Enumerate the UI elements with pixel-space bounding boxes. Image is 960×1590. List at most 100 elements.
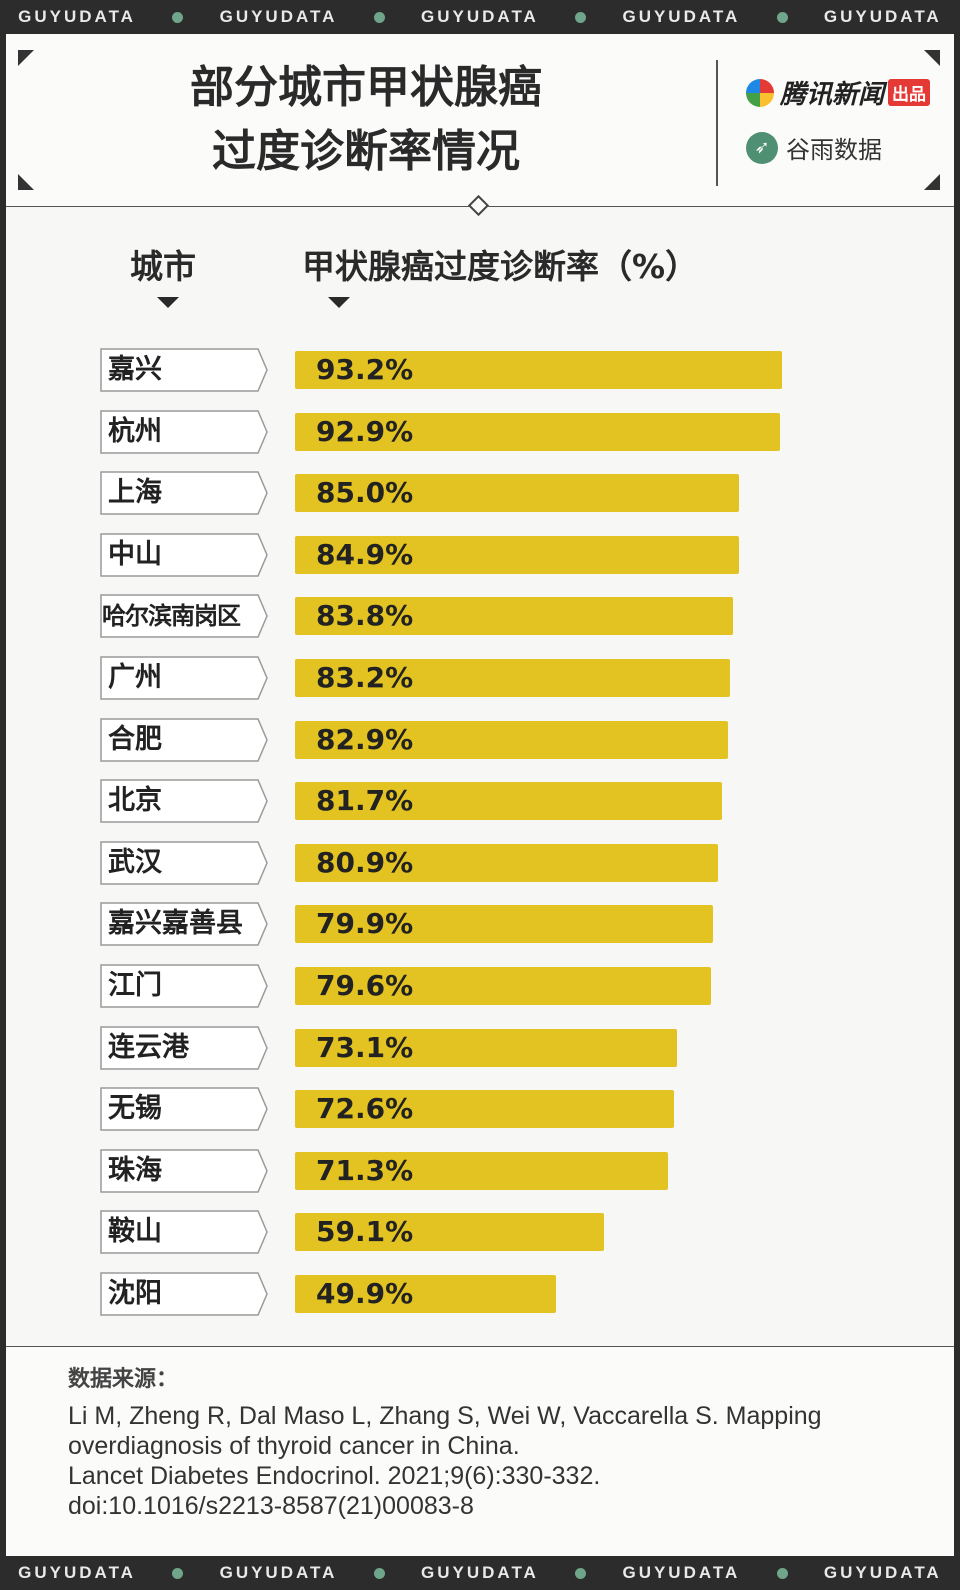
title-line-1: 部分城市甲状腺癌 <box>190 62 542 113</box>
source-line: overdiagnosis of thyroid cancer in China… <box>68 1432 520 1460</box>
top-ribbon: GUYUDATA GUYUDATA GUYUDATA GUYUDATA GUYU… <box>0 0 960 34</box>
data-label: 79.9% <box>316 907 414 940</box>
label-arrow-shape <box>100 410 268 454</box>
data-label: 59.1% <box>316 1215 414 1248</box>
source-panel: 数据来源： Li M, Zheng R, Dal Maso L, Zhang S… <box>6 1346 954 1557</box>
ribbon-word: GUYUDATA <box>421 7 539 26</box>
city-label: 嘉兴 <box>100 348 268 392</box>
bar <box>295 1090 674 1128</box>
source-text: Li M, Zheng R, Dal Maso L, Zhang S, Wei … <box>68 1401 822 1521</box>
label-arrow-shape <box>100 779 268 823</box>
label-arrow-shape <box>100 348 268 392</box>
corner-icon <box>18 50 34 66</box>
city-name: 鞍山 <box>108 1216 162 1247</box>
data-label: 93.2% <box>316 353 414 386</box>
dot-icon <box>776 11 788 23</box>
bar <box>295 1152 668 1190</box>
city-name: 合肥 <box>108 724 162 755</box>
city-name: 杭州 <box>108 416 162 447</box>
divider <box>716 60 718 186</box>
city-label: 沈阳 <box>100 1272 268 1316</box>
ribbon-word: GUYUDATA <box>18 7 136 26</box>
corner-icon <box>18 174 34 190</box>
city-label: 北京 <box>100 779 268 823</box>
city-name: 连云港 <box>108 1032 189 1063</box>
label-arrow-shape <box>100 718 268 762</box>
triangle-down-icon <box>328 297 350 308</box>
label-arrow-shape <box>100 841 268 885</box>
header: 部分城市甲状腺癌 过度诊断率情况 腾讯新闻 出品 ➶ 谷雨数据 <box>6 34 954 207</box>
city-label: 无锡 <box>100 1087 268 1131</box>
city-name: 嘉兴 <box>108 354 162 385</box>
data-label: 84.9% <box>316 538 414 571</box>
page-title: 部分城市甲状腺癌 过度诊断率情况 <box>66 56 666 184</box>
bar <box>295 659 730 697</box>
city-name: 珠海 <box>108 1155 162 1186</box>
dot-icon <box>575 11 587 23</box>
dot-icon <box>373 11 385 23</box>
bar <box>295 1213 604 1251</box>
bar <box>295 597 733 635</box>
city-label: 中山 <box>100 533 268 577</box>
frame-left <box>0 34 6 1556</box>
dot-icon <box>575 1567 587 1579</box>
tencent-news-logo: 腾讯新闻 出品 <box>746 74 931 111</box>
bar <box>295 721 728 759</box>
city-label: 杭州 <box>100 410 268 454</box>
city-label: 合肥 <box>100 718 268 762</box>
city-name: 上海 <box>108 477 162 508</box>
brand2-name: 谷雨数据 <box>786 136 882 164</box>
ribbon-word: GUYUDATA <box>622 7 741 26</box>
source-line: Li M, Zheng R, Dal Maso L, Zhang S, Wei … <box>68 1402 822 1430</box>
ribbon-word: GUYUDATA <box>622 1563 741 1582</box>
label-arrow-shape <box>100 471 268 515</box>
bottom-ribbon: GUYUDATA GUYUDATA GUYUDATA GUYUDATA GUYU… <box>0 1556 960 1590</box>
data-label: 83.2% <box>316 661 414 694</box>
bar <box>295 844 718 882</box>
bar <box>295 967 711 1005</box>
guyu-data-logo: ➶ 谷雨数据 <box>746 130 882 165</box>
city-name: 沈阳 <box>108 1278 162 1309</box>
brand1-name: 腾讯新闻 <box>780 80 885 110</box>
brand1-tag: 出品 <box>888 79 931 106</box>
corner-icon <box>924 174 940 190</box>
ribbon-word: GUYUDATA <box>219 1563 338 1582</box>
bar <box>295 1029 677 1067</box>
label-arrow-shape <box>100 964 268 1008</box>
label-arrow-shape <box>100 1210 268 1254</box>
bar <box>295 905 713 943</box>
bell-icon <box>746 78 774 107</box>
city-name: 广州 <box>108 662 162 693</box>
city-label: 鞍山 <box>100 1210 268 1254</box>
data-label: 80.9% <box>316 846 414 879</box>
city-label: 广州 <box>100 656 268 700</box>
source-title: 数据来源： <box>68 1367 179 1392</box>
city-name: 北京 <box>108 785 162 816</box>
label-arrow-shape <box>100 1272 268 1316</box>
data-label: 81.7% <box>316 784 414 817</box>
ribbon-word: GUYUDATA <box>823 7 942 26</box>
data-label: 71.3% <box>316 1154 414 1187</box>
city-name: 中山 <box>108 539 162 570</box>
bar <box>295 1275 556 1313</box>
ribbon-word: GUYUDATA <box>823 1563 942 1582</box>
bar <box>295 474 739 512</box>
bar <box>295 536 739 574</box>
data-label: 83.8% <box>316 599 414 632</box>
dot-icon <box>172 11 184 23</box>
city-label: 武汉 <box>100 841 268 885</box>
source-line: doi:10.1016/s2213-8587(21)00083-8 <box>68 1492 474 1520</box>
bar <box>295 413 780 451</box>
dot-icon <box>776 1567 788 1579</box>
data-label: 92.9% <box>316 415 414 448</box>
data-label: 49.9% <box>316 1277 414 1310</box>
label-arrow-shape <box>100 594 268 638</box>
data-label: 82.9% <box>316 723 414 756</box>
city-name: 嘉兴嘉善县 <box>108 908 243 939</box>
city-name: 江门 <box>108 970 162 1001</box>
city-name: 哈尔滨南岗区 <box>102 602 241 630</box>
city-name: 无锡 <box>108 1093 162 1124</box>
data-label: 85.0% <box>316 476 414 509</box>
corner-icon <box>924 50 940 66</box>
